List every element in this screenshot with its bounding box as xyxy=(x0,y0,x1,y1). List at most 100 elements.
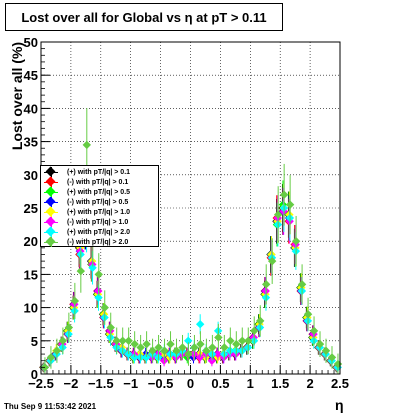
data-point xyxy=(315,339,325,349)
legend-marker-diamond xyxy=(45,206,56,217)
data-point xyxy=(303,310,313,319)
chart-title: Lost over all for Global vs η at pT > 0.… xyxy=(21,10,267,25)
y-tick-label: 35 xyxy=(24,135,38,150)
data-point xyxy=(250,326,259,336)
legend-marker-diamond xyxy=(45,236,56,247)
data-layer xyxy=(39,108,343,374)
x-tick-label: −0.5 xyxy=(148,376,174,391)
data-point xyxy=(124,349,133,359)
data-point xyxy=(76,266,86,276)
y-tick-label: 5 xyxy=(31,334,38,349)
data-point xyxy=(202,346,211,355)
legend-entry: (-) with pT/|q| > 0.1 xyxy=(44,176,158,187)
legend-marker-diamond xyxy=(45,166,56,177)
data-point xyxy=(267,256,277,266)
legend-marker-diamond xyxy=(45,186,56,197)
data-point xyxy=(208,343,217,352)
data-point xyxy=(94,270,103,279)
legend-label: (+) with pT/|q| > 0.5 xyxy=(67,188,131,196)
y-axis-title: Lost over all (%) xyxy=(9,41,25,151)
data-point xyxy=(226,336,235,345)
data-point xyxy=(214,333,223,342)
legend-marker-diamond xyxy=(45,196,56,207)
legend-rows: (+) with pT/|q| > 0.1 (-) with pT/|q| > 0… xyxy=(44,166,158,247)
legend-marker-diamond xyxy=(45,226,56,237)
y-tick-label: 50 xyxy=(24,35,38,50)
legend-marker-diamond xyxy=(45,216,56,227)
data-point xyxy=(64,323,74,332)
data-point xyxy=(285,200,295,209)
y-tick-label: 45 xyxy=(24,68,38,83)
data-point xyxy=(142,353,151,362)
data-point xyxy=(148,346,157,355)
x-tick-label: −2 xyxy=(63,376,78,391)
legend-marker xyxy=(44,166,58,177)
data-point xyxy=(130,353,139,362)
data-point xyxy=(130,339,139,349)
x-tick-label: 1.5 xyxy=(271,376,289,391)
legend-label: (-) with pT/|q| > 2.0 xyxy=(67,238,129,246)
y-tick-label: 30 xyxy=(24,168,38,183)
data-point xyxy=(154,343,163,352)
data-point xyxy=(94,293,103,302)
legend-marker-diamond xyxy=(45,176,56,187)
data-point xyxy=(297,280,307,289)
data-point xyxy=(118,336,127,345)
data-point xyxy=(321,346,331,355)
legend-entry: (-) with pT/|q| > 2.0 xyxy=(44,236,158,247)
data-point xyxy=(160,346,169,355)
data-point xyxy=(232,339,241,349)
data-point xyxy=(196,339,205,349)
data-point xyxy=(70,296,80,306)
x-tick-label: −2.5 xyxy=(28,376,54,391)
legend-marker xyxy=(44,216,58,227)
legend-marker xyxy=(44,176,58,187)
data-point xyxy=(136,343,145,352)
series-8 xyxy=(40,108,343,374)
data-point xyxy=(172,346,181,355)
data-point xyxy=(213,349,223,359)
legend-label: (+) with pT/|q| > 1.0 xyxy=(67,208,131,216)
legend-label: (+) with pT/|q| > 0.1 xyxy=(67,168,131,176)
legend-marker xyxy=(44,236,58,247)
legend: (+) with pT/|q| > 0.1 (-) with pT/|q| > 0… xyxy=(40,165,159,247)
legend-entry: (-) with pT/|q| > 0.5 xyxy=(44,196,158,207)
legend-entry: (+) with pT/|q| > 0.5 xyxy=(44,186,158,197)
data-point xyxy=(220,343,229,352)
data-point xyxy=(184,349,193,359)
y-tick-label: 15 xyxy=(24,267,38,282)
x-tick-label: 0.5 xyxy=(211,376,229,391)
legend-label: (+) with pT/|q| > 2.0 xyxy=(67,228,131,236)
data-point xyxy=(100,303,109,312)
data-point xyxy=(112,336,121,345)
x-tick-label: −1.5 xyxy=(88,376,114,391)
data-point xyxy=(262,280,271,289)
x-tick-label: 2.5 xyxy=(331,376,349,391)
legend-marker xyxy=(44,186,58,197)
title-box: Lost over all for Global vs η at pT > 0.… xyxy=(5,3,283,31)
data-point xyxy=(238,336,247,345)
legend-label: (-) with pT/|q| > 0.1 xyxy=(67,178,129,186)
legend-entry: (-) with pT/|q| > 1.0 xyxy=(44,216,158,227)
legend-marker xyxy=(44,226,58,237)
y-tick-label: 25 xyxy=(24,201,38,216)
legend-entry: (+) with pT/|q| > 2.0 xyxy=(44,226,158,237)
data-point xyxy=(273,210,283,219)
y-tick-label: 20 xyxy=(24,234,38,249)
x-tick-label: −1 xyxy=(123,376,138,391)
data-point xyxy=(178,343,187,352)
legend-entry: (+) with pT/|q| > 0.1 xyxy=(44,166,158,177)
data-point xyxy=(291,237,301,246)
data-point xyxy=(106,323,115,332)
y-tick-label: 40 xyxy=(24,101,38,116)
data-point xyxy=(184,336,193,345)
data-point xyxy=(190,343,199,352)
data-point xyxy=(52,346,62,355)
data-point xyxy=(309,326,319,336)
data-point xyxy=(88,263,97,272)
x-axis-title: η xyxy=(335,397,344,413)
data-point xyxy=(244,336,253,345)
x-tick-label: 0 xyxy=(187,376,194,391)
y-tick-label: 10 xyxy=(24,301,38,316)
